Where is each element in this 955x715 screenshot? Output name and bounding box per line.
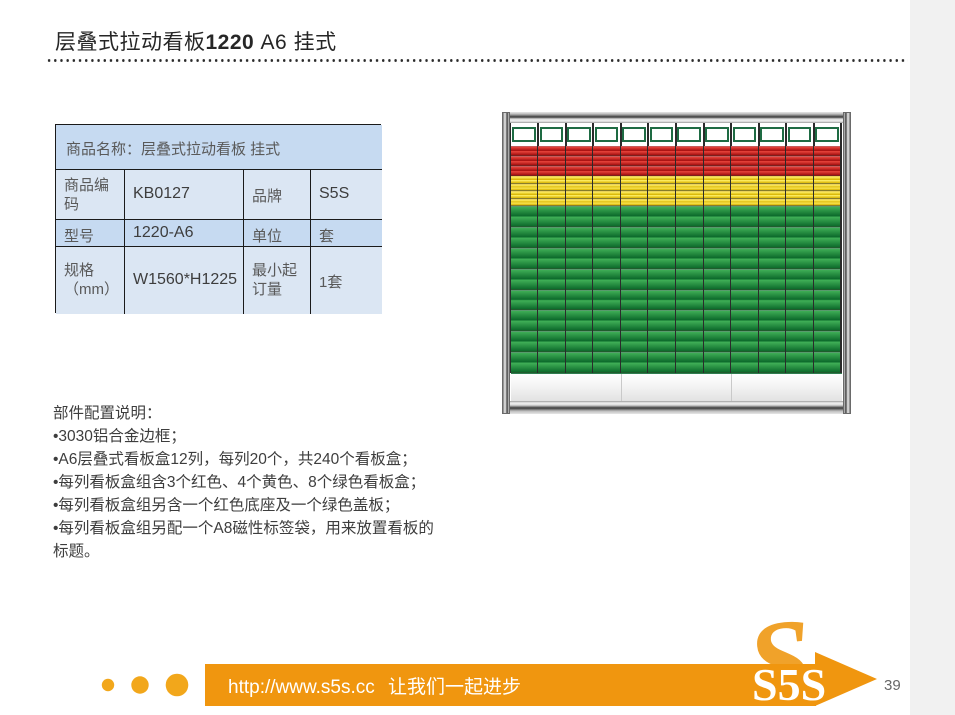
svg-text:http://www.s5s.cc: http://www.s5s.cc (228, 677, 375, 698)
svg-text:让我们一起进步: 让我们一起进步 (388, 676, 521, 698)
svg-text:S: S (741, 594, 818, 715)
svg-text:S5S: S5S (752, 659, 826, 710)
svg-text:39: 39 (884, 677, 901, 694)
